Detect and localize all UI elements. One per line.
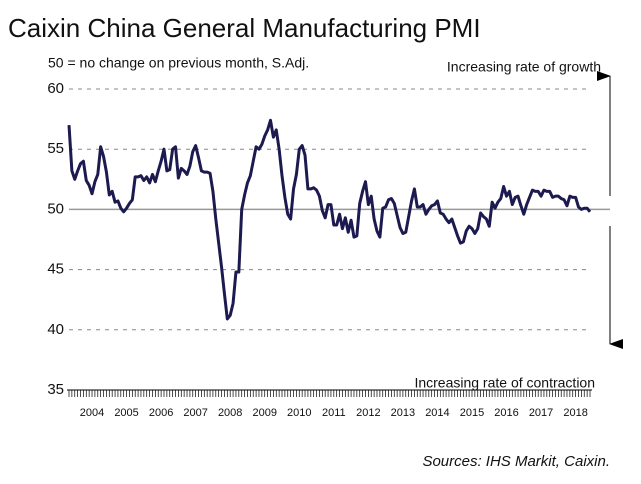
x-tick-label: 2011 [322,407,346,419]
subtitle: 50 = no change on previous month, S.Adj. [48,55,309,71]
y-tick-label: 45 [47,261,64,278]
x-tick-label: 2014 [425,407,449,419]
y-tick-label: 55 [47,140,64,157]
x-tick-label: 2013 [391,407,415,419]
y-tick-label: 50 [47,200,64,217]
x-tick-label: 2008 [218,407,242,419]
y-tick-label: 60 [47,80,64,97]
x-tick-label: 2016 [494,407,518,419]
x-tick-label: 2015 [460,407,484,419]
annotation: Increasing rate of growth [447,59,601,75]
x-tick-label: 2012 [356,407,380,419]
y-tick-label: 35 [47,381,64,398]
x-tick-label: 2004 [80,407,104,419]
source: Sources: IHS Markit, Caixin. [422,453,610,470]
x-tick-label: 2010 [287,407,311,419]
annotation: Increasing rate of contraction [414,375,595,391]
x-tick-label: 2017 [529,407,553,419]
y-tick-label: 40 [47,321,64,338]
x-tick-label: 2005 [114,407,138,419]
line [67,118,592,321]
x-tick-label: 2009 [252,407,276,419]
x-tick-label: 2018 [563,407,587,419]
x-tick-label: 2007 [183,407,207,419]
chart-title: Caixin China General Manufacturing PMI [8,13,481,43]
x-tick-label: 2006 [149,407,173,419]
